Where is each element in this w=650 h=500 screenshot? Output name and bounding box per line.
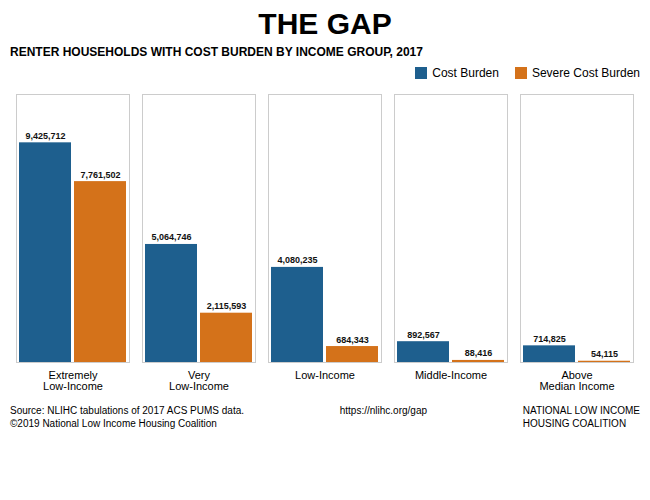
svg-text:54,115: 54,115	[591, 349, 618, 359]
svg-text:88,416: 88,416	[465, 348, 493, 358]
svg-text:VeryLow-Income: VeryLow-Income	[169, 369, 229, 392]
html-text:Severe Cost Burden: Severe Cost Burden	[531, 66, 640, 80]
html-text:RENTER HOUSEHOLDS WITH COST BU: RENTER HOUSEHOLDS WITH COST BURDEN BY IN…	[10, 45, 423, 59]
html-text:Source: NLIHC tabulations of 2: Source: NLIHC tabulations of 2017 ACS PU…	[10, 405, 244, 429]
svg-text:5,064,746: 5,064,746	[151, 232, 191, 242]
html-text:https://nlihc.org/gap: https://nlihc.org/gap	[339, 405, 427, 416]
html-text:THE GAP: THE GAP	[258, 7, 392, 40]
svg-text:9,425,712: 9,425,712	[25, 131, 65, 141]
svg-text:684,343: 684,343	[336, 335, 369, 345]
svg-text:892,567: 892,567	[407, 330, 440, 340]
svg-text:Middle-Income: Middle-Income	[415, 369, 487, 381]
html-text:NATIONAL LOW INCOME HOUSING CO: NATIONAL LOW INCOME HOUSING COALITION	[522, 405, 640, 429]
svg-text:2,115,593: 2,115,593	[207, 301, 247, 311]
svg-text:AboveMedian Income: AboveMedian Income	[539, 369, 614, 392]
svg-text:714,825: 714,825	[533, 334, 566, 344]
svg-text:Low-Income: Low-Income	[295, 369, 355, 381]
html-text:Cost Burden: Cost Burden	[432, 66, 499, 80]
svg-text:7,761,502: 7,761,502	[80, 170, 120, 180]
svg-text:ExtremelyLow-Income: ExtremelyLow-Income	[43, 369, 103, 392]
svg-text:4,080,235: 4,080,235	[277, 255, 317, 265]
